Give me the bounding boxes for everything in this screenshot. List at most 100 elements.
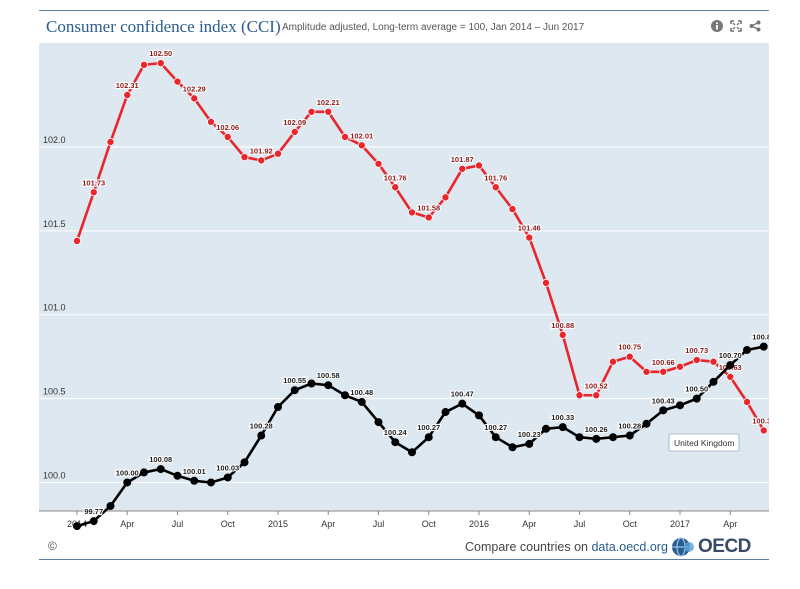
data-point: [223, 473, 232, 482]
data-point: [458, 399, 467, 408]
data-point: [240, 458, 249, 467]
data-point: [759, 342, 768, 351]
data-point: [223, 132, 232, 141]
data-point: [290, 127, 299, 136]
plot-area: [39, 43, 769, 511]
data-point: [190, 94, 199, 103]
fullscreen-icon[interactable]: [730, 20, 742, 32]
y-tick-label: 100.5: [43, 387, 66, 397]
tooltip-box: [668, 433, 740, 452]
x-tick-label: Jul: [373, 519, 385, 529]
data-label: 100.27: [484, 423, 507, 432]
data-label: 101.87: [451, 155, 474, 164]
data-point: [106, 501, 115, 510]
data-point: [692, 394, 701, 403]
compare-text: Compare countries on: [465, 540, 588, 554]
data-label: 102.21: [317, 98, 340, 107]
data-point: [290, 386, 299, 395]
data-label: 100.47: [451, 390, 474, 399]
data-label: 100.55: [283, 376, 306, 385]
data-point: [73, 522, 82, 531]
chart-footer: © Compare countries on data.oecd.org OEC…: [39, 535, 769, 559]
data-label: 101.46: [518, 224, 541, 233]
data-point: [676, 401, 685, 410]
data-label: 99.77: [84, 507, 103, 516]
data-point: [709, 377, 718, 386]
data-point: [424, 213, 433, 222]
data-point: [625, 352, 634, 361]
data-point: [541, 278, 550, 287]
data-point: [140, 468, 149, 477]
data-point: [558, 330, 567, 339]
data-label: 100.48: [350, 388, 373, 397]
data-label: 100.75: [618, 343, 641, 352]
data-point: [558, 423, 567, 432]
y-tick-label: 100.0: [43, 470, 66, 480]
data-point: [257, 431, 266, 440]
data-point: [374, 418, 383, 427]
tooltip-label: United Kingdom: [674, 438, 734, 448]
data-label: 100.43: [652, 396, 675, 405]
data-point: [73, 236, 82, 245]
chart-subtitle: Amplitude adjusted, Long-term average = …: [282, 22, 585, 33]
data-label: 102.31: [116, 81, 139, 90]
data-point: [123, 91, 132, 100]
data-point: [89, 188, 98, 197]
chart-header: Consumer confidence index (CCI) Amplitud…: [39, 11, 769, 43]
data-point: [592, 434, 601, 443]
data-point: [676, 362, 685, 371]
data-point: [156, 59, 165, 68]
y-tick-label: 101.5: [43, 219, 66, 229]
share-icon[interactable]: [749, 20, 761, 32]
data-label: 100.00: [116, 468, 139, 477]
copyright-symbol: ©: [48, 539, 57, 553]
data-point: [374, 159, 383, 168]
data-label: 100.28: [618, 422, 641, 431]
data-point: [257, 156, 266, 165]
oecd-logo[interactable]: OECD: [671, 536, 751, 558]
data-point: [206, 117, 215, 126]
data-point: [525, 439, 534, 448]
data-point: [190, 476, 199, 485]
x-tick-label: Oct: [623, 519, 638, 529]
data-point: [156, 465, 165, 474]
data-label: 100.23: [518, 430, 541, 439]
data-point: [575, 391, 584, 400]
x-tick-label: Jul: [574, 519, 586, 529]
data-point: [173, 77, 182, 86]
data-point: [575, 433, 584, 442]
x-tick-label: 2015: [268, 519, 288, 529]
data-point: [173, 471, 182, 480]
data-point: [726, 372, 735, 381]
data-point: [659, 406, 668, 415]
data-point: [324, 107, 333, 116]
data-oecd-link[interactable]: data.oecd.org: [591, 540, 668, 554]
x-tick-label: Apr: [522, 519, 536, 529]
data-label: 100.01: [183, 467, 206, 476]
data-point: [407, 448, 416, 457]
data-point: [609, 433, 618, 442]
data-label: 101.76: [484, 173, 507, 182]
compare-countries: Compare countries on data.oecd.org: [465, 540, 668, 554]
data-point: [743, 345, 752, 354]
data-point: [424, 433, 433, 442]
chart-toolbar: [711, 20, 761, 32]
data-point: [324, 381, 333, 390]
data-point: [441, 193, 450, 202]
data-label: 100.81: [752, 333, 769, 342]
data-label: 100.28: [250, 422, 273, 431]
data-point: [307, 107, 316, 116]
data-label: 101.73: [82, 178, 105, 187]
data-point: [89, 517, 98, 526]
data-point: [391, 438, 400, 447]
y-tick-label: 102.0: [43, 135, 66, 145]
data-point: [240, 153, 249, 162]
data-point: [759, 426, 768, 435]
data-point: [273, 149, 282, 158]
info-icon[interactable]: [711, 20, 723, 32]
data-point: [273, 402, 282, 411]
line-chart: 100.0100.5101.0101.5102.02014AprJulOct20…: [39, 43, 769, 531]
data-label: 100.70: [719, 351, 742, 360]
data-point: [609, 357, 618, 366]
data-point: [625, 431, 634, 440]
